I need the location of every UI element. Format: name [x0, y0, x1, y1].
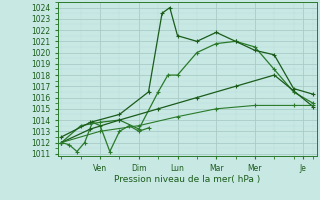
- X-axis label: Pression niveau de la mer( hPa ): Pression niveau de la mer( hPa ): [114, 175, 260, 184]
